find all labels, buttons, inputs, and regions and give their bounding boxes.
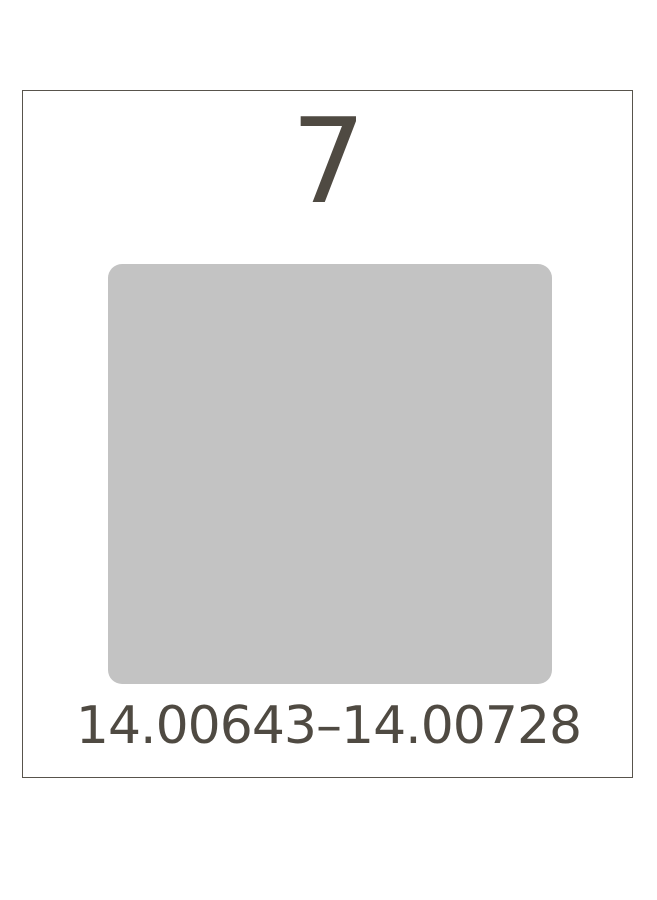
- atomic-weight: 14.00643–14.00728: [75, 696, 582, 756]
- atomic-number: 7: [290, 92, 367, 230]
- element-symbol-placeholder: [108, 264, 552, 684]
